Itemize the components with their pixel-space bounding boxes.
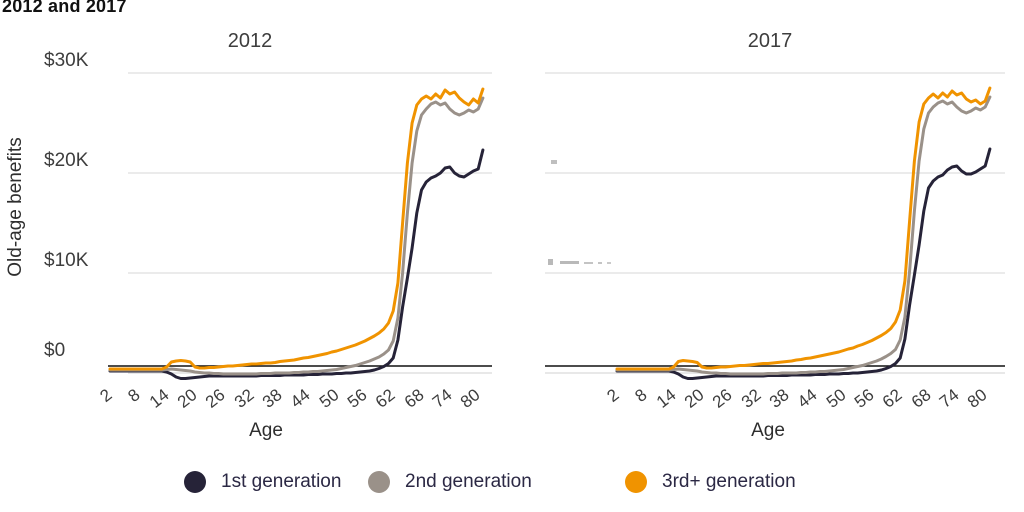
x-axis-title-right: Age xyxy=(751,420,785,441)
legend-item-1st-generation: 1st generation xyxy=(184,470,341,494)
series-line-3rd-generation xyxy=(108,87,485,371)
y-tick-30k: $30K xyxy=(44,50,89,71)
facet-title-2012: 2012 xyxy=(227,30,273,52)
legend-label: 3rd+ generation xyxy=(662,471,796,492)
facet-title-2017: 2017 xyxy=(747,30,793,52)
y-tick-20k: $20K xyxy=(44,150,89,171)
legend-dot-3rd-generation xyxy=(625,471,647,493)
series-line-2nd-generation xyxy=(108,96,485,376)
y-tick-0: $0 xyxy=(44,340,66,361)
legend-item-2nd-generation: 2nd generation xyxy=(368,470,532,494)
legend-label: 2nd generation xyxy=(405,471,532,492)
series-line-2nd-generation xyxy=(615,95,992,376)
legend-dot-1st-generation xyxy=(184,471,206,493)
legend-dot-2nd-generation xyxy=(368,471,390,493)
series-line-1st-generation xyxy=(108,148,485,380)
legend-label: 1st generation xyxy=(221,471,342,492)
y-tick-10k: $10K xyxy=(44,250,89,271)
chart-title: 2012 and 2017 xyxy=(2,0,127,16)
legend-item-3rd-generation: 3rd+ generation xyxy=(625,470,796,494)
series-line-1st-generation xyxy=(615,147,992,380)
x-axis-title-left: Age xyxy=(249,420,283,441)
series-line-3rd-generation xyxy=(615,86,992,371)
